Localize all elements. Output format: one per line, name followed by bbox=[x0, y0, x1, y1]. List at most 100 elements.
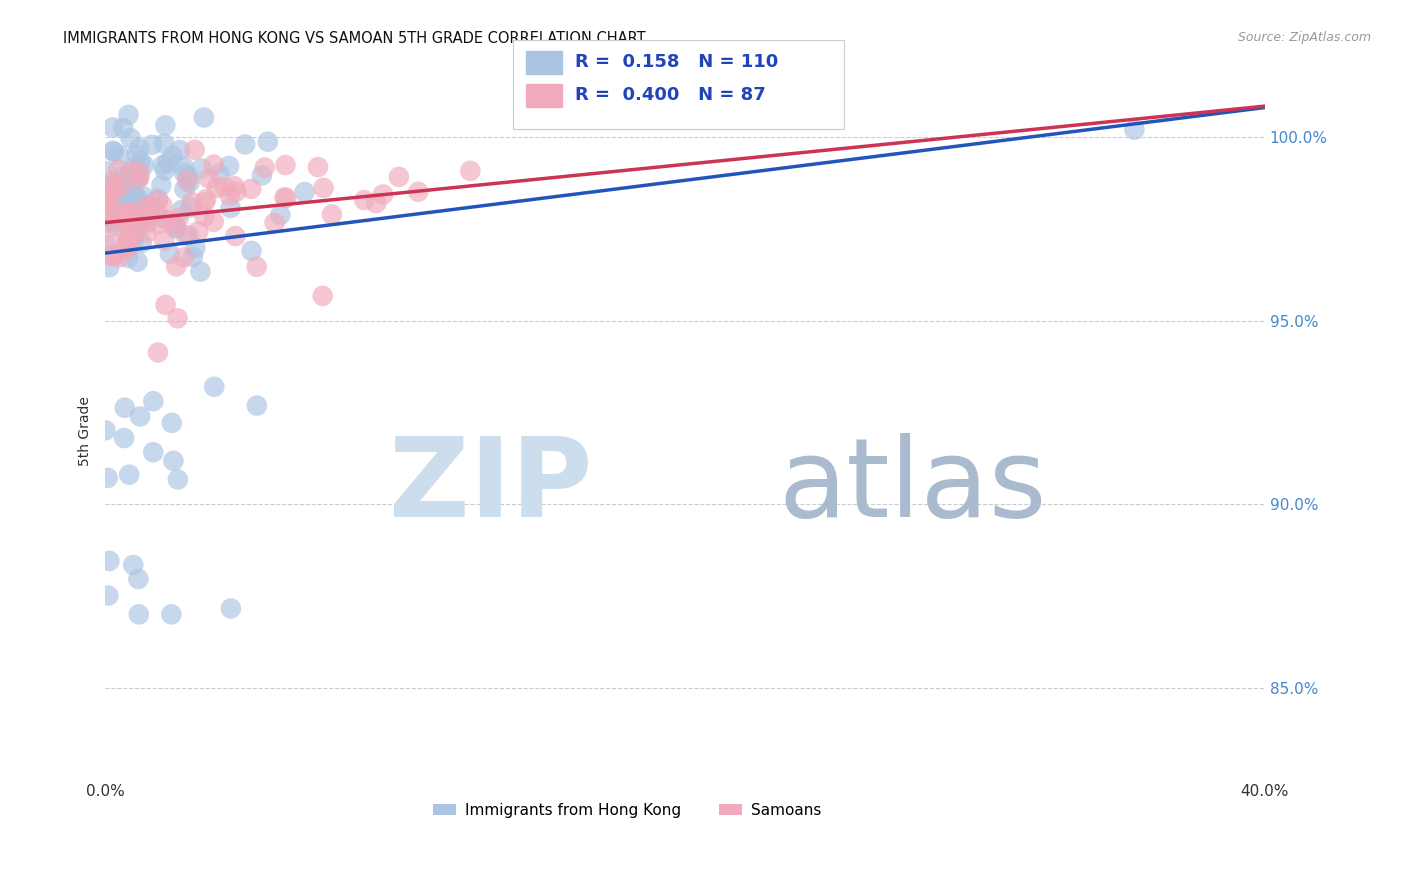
Point bbox=[101, 144, 124, 158]
Point bbox=[120, 205, 142, 219]
Point bbox=[108, 250, 131, 264]
Point bbox=[225, 185, 247, 199]
Point bbox=[273, 190, 295, 204]
Point bbox=[118, 232, 141, 246]
Point bbox=[162, 149, 184, 163]
Point bbox=[253, 161, 276, 175]
Point bbox=[117, 177, 139, 191]
Point bbox=[97, 589, 120, 603]
Point bbox=[114, 197, 136, 211]
Point bbox=[165, 221, 187, 235]
Point bbox=[100, 249, 122, 263]
Point bbox=[103, 249, 125, 263]
Point bbox=[112, 120, 135, 135]
Point bbox=[128, 607, 150, 622]
Point bbox=[195, 192, 218, 206]
Point bbox=[233, 137, 256, 152]
Point bbox=[240, 182, 263, 196]
Point bbox=[97, 194, 120, 209]
Point bbox=[124, 202, 146, 216]
Point bbox=[111, 178, 134, 192]
Point bbox=[193, 195, 215, 210]
Point bbox=[169, 143, 191, 157]
Point bbox=[100, 189, 122, 203]
Point bbox=[177, 169, 200, 184]
Point bbox=[263, 216, 285, 230]
Point bbox=[118, 209, 141, 223]
Point bbox=[155, 298, 177, 312]
Point bbox=[218, 189, 240, 203]
Point bbox=[96, 198, 118, 212]
Point bbox=[224, 229, 246, 244]
Point bbox=[129, 409, 152, 424]
Point bbox=[134, 197, 156, 211]
Point bbox=[224, 179, 246, 194]
Point bbox=[142, 394, 165, 409]
Point bbox=[118, 221, 141, 235]
Point bbox=[128, 166, 150, 180]
Point bbox=[132, 158, 155, 172]
Point bbox=[183, 143, 205, 157]
Point bbox=[104, 178, 127, 193]
Point bbox=[120, 229, 142, 244]
Point bbox=[152, 158, 174, 172]
Point bbox=[111, 176, 134, 190]
Point bbox=[176, 173, 198, 187]
Point bbox=[96, 164, 118, 178]
Point bbox=[160, 416, 183, 430]
Point bbox=[219, 601, 242, 615]
Point bbox=[111, 194, 134, 208]
Point bbox=[388, 169, 411, 184]
Point bbox=[458, 164, 481, 178]
Point bbox=[122, 194, 145, 208]
Point bbox=[127, 254, 149, 268]
Point bbox=[312, 289, 335, 303]
Point bbox=[125, 148, 148, 162]
Point bbox=[94, 238, 117, 252]
Point bbox=[150, 211, 173, 226]
Point bbox=[94, 423, 117, 437]
Point bbox=[156, 213, 179, 227]
Point bbox=[104, 203, 127, 218]
Point bbox=[118, 467, 141, 482]
Point bbox=[101, 174, 124, 188]
Point bbox=[146, 192, 169, 206]
Point bbox=[307, 160, 329, 174]
Point bbox=[104, 219, 127, 233]
Point bbox=[153, 163, 176, 178]
Point bbox=[127, 161, 149, 176]
Point bbox=[107, 194, 129, 209]
Point bbox=[108, 215, 131, 229]
Point bbox=[240, 244, 263, 258]
Point bbox=[124, 160, 146, 174]
Point bbox=[170, 202, 193, 217]
Point bbox=[98, 260, 121, 275]
Point bbox=[96, 216, 118, 230]
Point bbox=[122, 228, 145, 243]
Point bbox=[101, 120, 124, 135]
Point bbox=[127, 572, 149, 586]
Point bbox=[172, 160, 194, 174]
Text: Source: ZipAtlas.com: Source: ZipAtlas.com bbox=[1237, 31, 1371, 45]
Point bbox=[101, 214, 124, 228]
Point bbox=[128, 141, 150, 155]
Point bbox=[122, 558, 145, 572]
Point bbox=[148, 218, 170, 232]
Point bbox=[118, 233, 141, 247]
Point bbox=[155, 118, 177, 132]
Point bbox=[371, 187, 394, 202]
Point bbox=[179, 176, 201, 190]
Point bbox=[139, 199, 162, 213]
Point bbox=[114, 401, 136, 415]
Point bbox=[122, 164, 145, 178]
Point bbox=[274, 158, 297, 172]
Point bbox=[312, 181, 335, 195]
Point bbox=[205, 181, 228, 195]
Point bbox=[103, 145, 125, 159]
Point bbox=[150, 198, 173, 212]
Point bbox=[159, 247, 181, 261]
Text: IMMIGRANTS FROM HONG KONG VS SAMOAN 5TH GRADE CORRELATION CHART: IMMIGRANTS FROM HONG KONG VS SAMOAN 5TH … bbox=[63, 31, 645, 46]
Point bbox=[134, 200, 156, 214]
Point bbox=[153, 233, 176, 247]
Point bbox=[269, 208, 291, 222]
